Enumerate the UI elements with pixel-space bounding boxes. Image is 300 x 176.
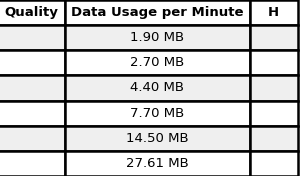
Bar: [0, 76, 65, 100]
Bar: [65, 25, 250, 50]
Bar: [65, 100, 250, 126]
Bar: [65, 50, 250, 76]
Bar: [65, 126, 250, 151]
Text: Quality: Quality: [4, 6, 58, 19]
Bar: [250, 50, 298, 76]
Bar: [250, 76, 298, 100]
Bar: [0, 100, 65, 126]
Text: 2.70 MB: 2.70 MB: [130, 56, 184, 69]
Bar: [250, 100, 298, 126]
Bar: [0, 151, 65, 176]
Bar: [250, 151, 298, 176]
Bar: [250, 25, 298, 50]
Bar: [250, 0, 298, 25]
Bar: [250, 126, 298, 151]
Bar: [0, 126, 65, 151]
Bar: [0, 50, 65, 76]
Text: H: H: [268, 6, 279, 19]
Bar: [65, 151, 250, 176]
Text: Data Usage per Minute: Data Usage per Minute: [71, 6, 244, 19]
Bar: [65, 76, 250, 100]
Text: 14.50 MB: 14.50 MB: [126, 132, 189, 145]
Bar: [0, 0, 65, 25]
Bar: [0, 25, 65, 50]
Text: 27.61 MB: 27.61 MB: [126, 157, 189, 170]
Text: 4.40 MB: 4.40 MB: [130, 81, 184, 95]
Bar: [65, 0, 250, 25]
Text: 1.90 MB: 1.90 MB: [130, 31, 184, 44]
Text: 7.70 MB: 7.70 MB: [130, 107, 184, 120]
